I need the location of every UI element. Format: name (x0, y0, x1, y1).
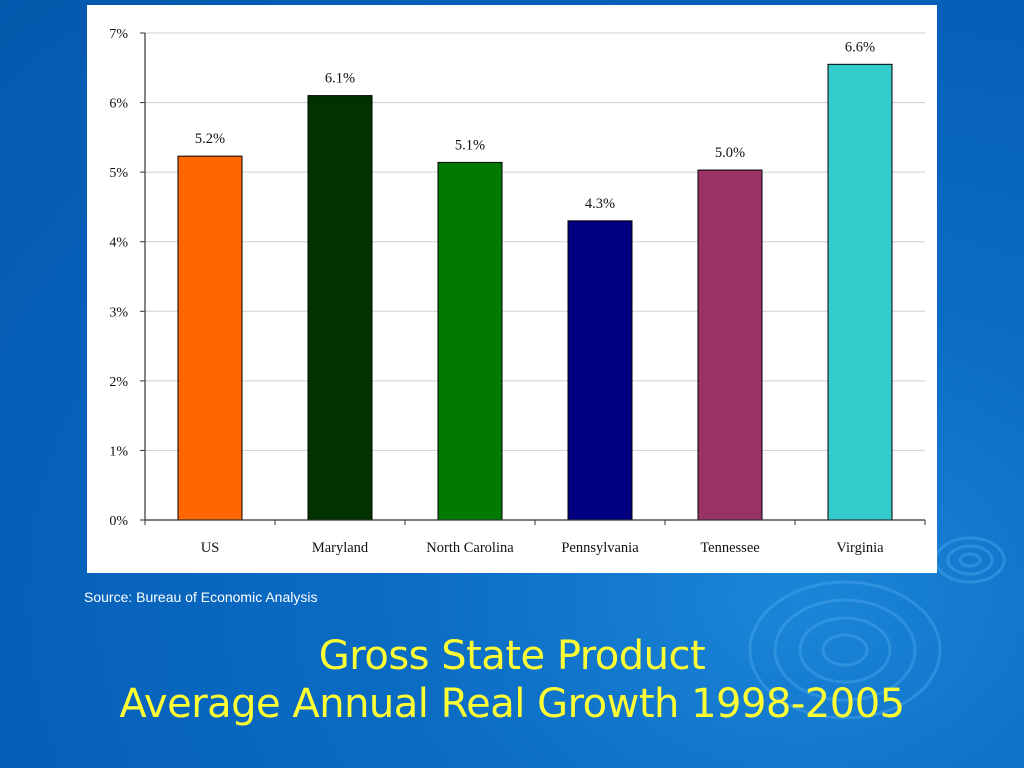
data-label: 5.1% (455, 137, 485, 153)
category-label: Tennessee (700, 540, 759, 556)
data-label: 5.2% (195, 131, 225, 147)
category-label: Maryland (312, 540, 369, 556)
category-label: North Carolina (426, 540, 514, 556)
data-label: 6.6% (845, 39, 875, 55)
y-tick-label: 0% (109, 514, 128, 529)
y-tick-label: 4% (109, 236, 128, 251)
y-tick-label: 1% (109, 444, 128, 459)
y-tick-label: 2% (109, 375, 128, 390)
gridlines (145, 32, 925, 451)
title-line-2: Average Annual Real Growth 1998-2005 (119, 681, 905, 727)
bar-chart: 0% 1% 2% 3% 4% 5% 6% 7% 5.2% US 6.1% Maryland 5.1% No… (109, 27, 926, 556)
y-tick-label: 7% (109, 27, 128, 42)
labels: 0% 1% 2% 3% 4% 5% 6% 7% 5.2% US 6.1% Maryland 5.1% No… (109, 27, 884, 556)
bars (177, 63, 893, 521)
data-label: 6.1% (325, 71, 355, 87)
data-label: 4.3% (585, 196, 615, 212)
category-label: Pennsylvania (561, 540, 639, 556)
chart-panel: 0% 1% 2% 3% 4% 5% 6% 7% 5.2% US 6.1% Maryland 5.1% No… (87, 5, 937, 573)
bar-us (177, 155, 243, 521)
slide-title: Gross State Product Average Annual Real … (0, 632, 1024, 728)
bar-pennsylvania (567, 220, 633, 521)
y-tick-label: 5% (109, 166, 128, 181)
source-note: Source: Bureau of Economic Analysis (84, 589, 318, 605)
bar-virginia (827, 63, 893, 521)
bar-maryland (307, 95, 373, 521)
y-tick-label: 6% (109, 97, 128, 112)
axes (140, 32, 926, 525)
bar-tennessee (697, 169, 763, 521)
title-line-1: Gross State Product (318, 633, 706, 679)
category-label: US (201, 540, 220, 556)
category-label: Virginia (836, 540, 884, 556)
data-label: 5.0% (715, 145, 745, 161)
y-tick-label: 3% (109, 305, 128, 320)
bar-north-carolina (437, 161, 503, 521)
